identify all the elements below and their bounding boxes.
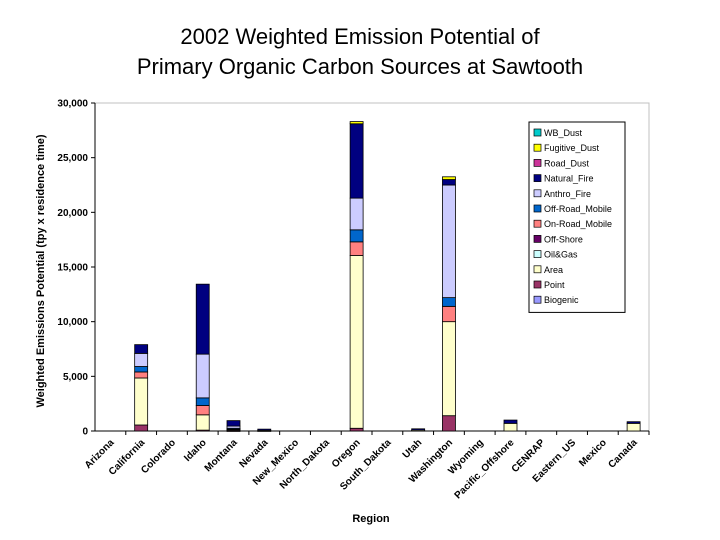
bar-segment xyxy=(134,366,149,373)
y-tick-label: 30,000 xyxy=(57,99,88,110)
bar-segment xyxy=(503,419,518,424)
legend-label: Road_Dust xyxy=(544,158,590,168)
bar-segment xyxy=(349,121,364,125)
bar-segment xyxy=(626,421,641,424)
bar-segment xyxy=(195,397,210,406)
legend-label: Anthro_Fire xyxy=(544,189,591,199)
legend-label: Fugitive_Dust xyxy=(544,143,600,153)
legend-label: Biogenic xyxy=(544,295,579,305)
y-tick-label: 20,000 xyxy=(57,208,88,219)
bar-segment xyxy=(134,352,149,367)
y-tick-label: 25,000 xyxy=(57,153,88,164)
bar-segment xyxy=(349,123,364,199)
legend-label: Natural_Fire xyxy=(544,174,594,184)
legend-label: Oil&Gas xyxy=(544,250,578,260)
bar-segment xyxy=(195,414,210,431)
legend-label: Point xyxy=(544,280,565,290)
y-tick-label: 0 xyxy=(82,427,88,438)
legend-box xyxy=(528,121,626,313)
legend-label: Off-Road_Mobile xyxy=(544,204,612,214)
bar-segment xyxy=(134,424,149,432)
bar-segment xyxy=(195,405,210,416)
legend-label: On-Road_Mobile xyxy=(544,219,612,229)
bar-segment xyxy=(134,371,149,379)
legend-swatch xyxy=(533,204,542,213)
bar-segment xyxy=(349,255,364,429)
bar-segment xyxy=(442,176,456,180)
legend-swatch xyxy=(533,143,542,152)
bar-segment xyxy=(349,427,364,432)
legend-label: Off-Shore xyxy=(544,234,583,244)
bar-segment xyxy=(226,420,241,427)
bar-segment xyxy=(442,305,456,323)
x-tick-label: Canada xyxy=(606,437,640,471)
legend-swatch xyxy=(533,189,542,198)
bar-segment xyxy=(442,184,456,299)
y-axis-title: Weighted Emissions Potential (tpy x resi… xyxy=(35,134,47,407)
x-tick-label: Utah xyxy=(401,437,425,461)
x-tick-label: Idaho xyxy=(182,437,209,464)
bar-segment xyxy=(411,428,426,431)
x-axis-title: Region xyxy=(352,513,390,525)
bar-segment xyxy=(442,415,456,432)
legend-swatch xyxy=(533,265,542,274)
legend-swatch xyxy=(533,174,542,182)
bar-segment xyxy=(442,297,456,307)
legend-swatch xyxy=(533,219,542,228)
x-tick-label: Mexico xyxy=(577,437,609,469)
legend-swatch xyxy=(533,159,542,167)
bar-segment xyxy=(257,428,272,431)
legend-swatch xyxy=(533,250,542,258)
bar-segment xyxy=(349,241,364,256)
chart-title-line-2: Primary Organic Carbon Sources at Sawtoo… xyxy=(136,54,584,79)
x-tick-label: Montana xyxy=(203,437,240,474)
bar-segment xyxy=(626,422,641,432)
bar-segment xyxy=(134,377,149,426)
y-tick-label: 5,000 xyxy=(63,372,88,383)
legend-label: Area xyxy=(544,265,563,275)
x-tick-label: Pacific_Offshore xyxy=(453,437,517,501)
bar-segment xyxy=(195,353,210,399)
bar-segment xyxy=(503,422,518,432)
legend-swatch xyxy=(533,280,542,289)
bar-segment xyxy=(349,229,364,243)
y-tick-label: 15,000 xyxy=(57,263,88,274)
bar-segment xyxy=(442,179,456,186)
bar-segment xyxy=(442,321,456,417)
y-tick-label: 10,000 xyxy=(57,317,88,328)
legend-swatch xyxy=(533,295,542,304)
bar-segment xyxy=(195,283,210,355)
chart-title-line-1: 2002 Weighted Emission Potential of xyxy=(180,24,540,49)
legend-swatch xyxy=(533,235,542,243)
legend-label: WB_Dust xyxy=(544,128,583,138)
bar-segment xyxy=(134,344,149,354)
bar-segment xyxy=(349,197,364,231)
chart-title: 2002 Weighted Emission Potential of Prim… xyxy=(0,22,720,82)
legend-swatch xyxy=(533,128,542,137)
